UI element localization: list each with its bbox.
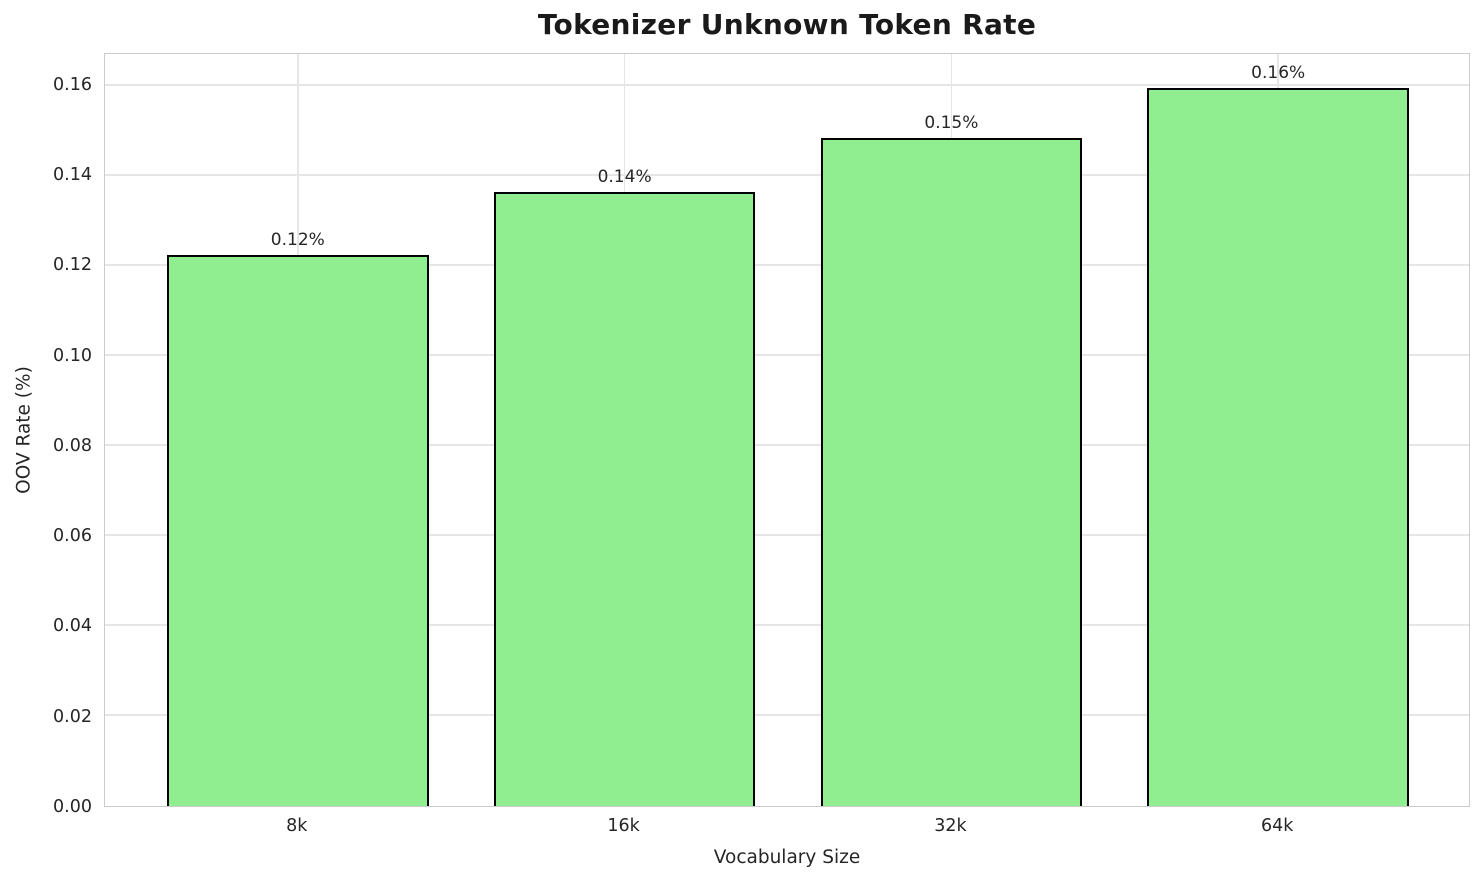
y-tick-label: 0.04 bbox=[53, 616, 92, 637]
bar-value-label: 0.15% bbox=[924, 112, 979, 133]
bar-8k bbox=[167, 255, 429, 806]
y-tick-label: 0.16 bbox=[53, 74, 92, 95]
y-tick-label: 0.00 bbox=[53, 797, 92, 817]
gridline-horizontal bbox=[105, 84, 1469, 86]
bar-32k bbox=[820, 137, 1083, 806]
x-tick-label: 16k bbox=[607, 816, 640, 836]
gridline-horizontal bbox=[105, 624, 1469, 626]
x-axis-label: Vocabulary Size bbox=[713, 847, 861, 868]
gridline-horizontal bbox=[105, 354, 1469, 356]
chart-title: Tokenizer Unknown Token Rate bbox=[537, 8, 1037, 41]
y-axis-label: OOV Rate (%) bbox=[13, 366, 35, 494]
bar-value-label: 0.16% bbox=[1251, 63, 1306, 84]
x-tick-label: 32k bbox=[934, 816, 967, 836]
gridline-horizontal bbox=[105, 174, 1469, 176]
x-tick-label: 64k bbox=[1260, 816, 1294, 836]
gridline-horizontal bbox=[105, 714, 1469, 716]
gridline-horizontal bbox=[105, 534, 1469, 536]
bar-64k bbox=[1147, 88, 1409, 806]
y-tick-label: 0.06 bbox=[53, 526, 92, 547]
y-tick-label: 0.02 bbox=[53, 706, 92, 727]
y-tick-label: 0.10 bbox=[53, 345, 92, 366]
plot-area: 0.12% 0.14% 0.15% 0.16% bbox=[104, 53, 1470, 807]
bar-value-label: 0.12% bbox=[270, 230, 325, 251]
x-tick-label: 8k bbox=[286, 816, 308, 836]
bar-16k bbox=[493, 191, 756, 806]
bar-value-label: 0.14% bbox=[597, 166, 652, 187]
gridline-horizontal bbox=[105, 264, 1469, 266]
gridline-horizontal bbox=[105, 444, 1469, 446]
y-tick-label: 0.08 bbox=[53, 435, 92, 456]
y-tick-label: 0.14 bbox=[53, 164, 92, 185]
y-tick-label: 0.12 bbox=[53, 255, 92, 276]
